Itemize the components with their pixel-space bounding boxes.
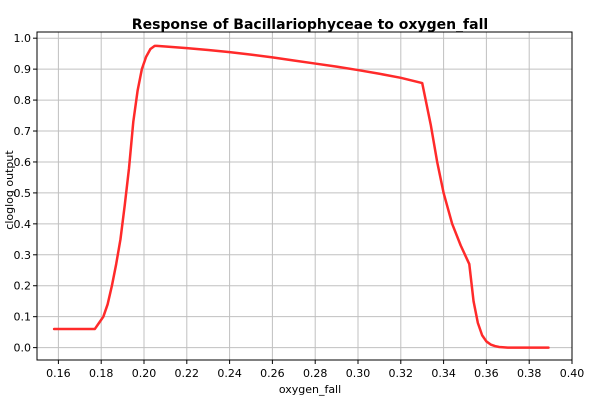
y-tick-label: 0.3 — [14, 249, 32, 262]
y-tick-label: 0.7 — [14, 125, 32, 138]
y-tick-label: 0.8 — [14, 94, 32, 107]
y-tick-label: 0.6 — [14, 156, 32, 169]
y-tick-label: 0.2 — [14, 280, 32, 293]
x-tick-label: 0.24 — [217, 367, 242, 380]
y-tick-label: 0.1 — [14, 311, 32, 324]
chart-title: Response of Bacillariophyceae to oxygen_… — [132, 17, 488, 33]
y-tick-label: 0.4 — [14, 218, 32, 231]
x-tick-label: 0.38 — [517, 367, 542, 380]
x-tick-label: 0.22 — [175, 367, 200, 380]
x-tick-label: 0.18 — [89, 367, 114, 380]
x-tick-label: 0.34 — [431, 367, 456, 380]
plot-border — [36, 31, 573, 361]
y-axis-label: cloglog output — [3, 150, 16, 230]
y-axis: 0.0 0.1 0.2 0.3 0.4 0.5 0.6 0.7 0.8 0.9 1.0 — [14, 32, 37, 355]
x-tick-label: 0.40 — [560, 367, 585, 380]
y-tick-label: 0.0 — [14, 342, 32, 355]
x-axis: 0.16 0.18 0.20 0.22 0.24 0.26 0.28 0.30 0.32 0.34… — [46, 360, 584, 380]
x-tick-label: 0.16 — [46, 367, 71, 380]
x-tick-label: 0.36 — [474, 367, 499, 380]
y-tick-label: 0.5 — [14, 187, 32, 200]
plot-area — [37, 32, 572, 360]
x-tick-label: 0.28 — [303, 367, 328, 380]
y-tick-label: 1.0 — [14, 32, 32, 45]
x-tick-label: 0.26 — [260, 367, 285, 380]
y-tick-label: 0.9 — [14, 63, 32, 76]
response-curve — [52, 44, 550, 349]
x-axis-label: oxygen_fall — [279, 383, 341, 396]
x-tick-label: 0.30 — [346, 367, 371, 380]
x-tick-label: 0.20 — [132, 367, 157, 380]
x-tick-label: 0.32 — [389, 367, 414, 380]
